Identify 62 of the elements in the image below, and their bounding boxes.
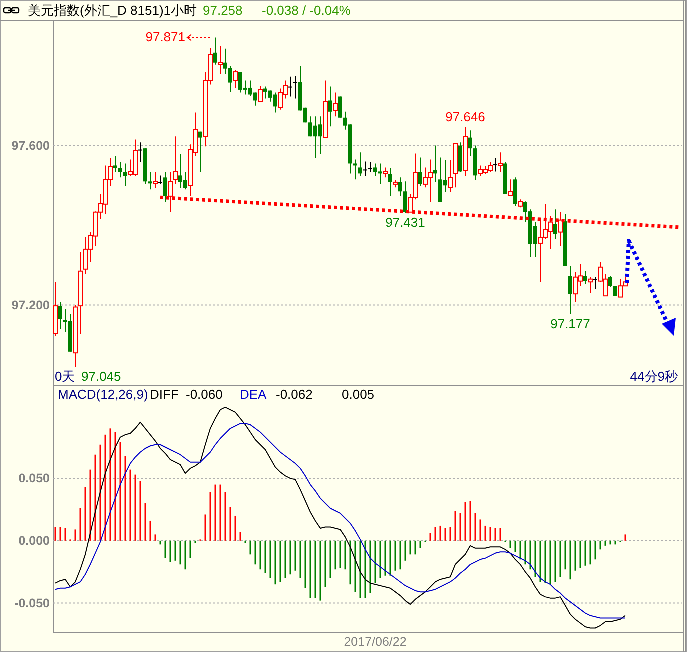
candlestick (288, 76, 292, 98)
annotation: 97.045 (82, 369, 122, 384)
candlestick (58, 302, 62, 330)
candlestick (118, 162, 122, 178)
candlestick (364, 161, 368, 177)
x-tick-label: 2017/06/22 (344, 635, 407, 649)
series-label: DEA (240, 387, 268, 402)
candlestick (148, 172, 152, 190)
annotation: 0天 (55, 369, 76, 384)
candlestick (388, 168, 392, 197)
annotation: -0.060 (186, 387, 223, 402)
series-label: DIFF (150, 387, 179, 402)
annotation: 97.871 (146, 30, 186, 45)
candlestick (584, 270, 588, 285)
candlestick (153, 172, 158, 189)
candlestick (398, 177, 402, 197)
chart-title: 美元指数(外汇_D 8151)1小时 (28, 3, 198, 18)
candlestick (418, 157, 422, 187)
candlestick (354, 159, 358, 180)
candlestick (158, 175, 162, 185)
y-tick-label: -0.050 (14, 596, 50, 610)
candlestick (138, 142, 142, 164)
annotation: 97.431 (386, 215, 426, 230)
annotation: 44分9秒 (630, 369, 678, 384)
y-tick-label: 97.200 (12, 298, 50, 312)
candlestick (448, 160, 453, 193)
candlestick (468, 130, 472, 158)
candlestick (494, 158, 498, 172)
candlestick (328, 86, 332, 128)
text: -0.038 / -0.04% (262, 3, 352, 18)
annotation: 0.005 (342, 387, 375, 402)
candlestick (124, 163, 128, 187)
candlestick (294, 76, 298, 100)
candlestick (594, 276, 598, 290)
candlestick (114, 156, 118, 173)
candlestick (258, 85, 263, 102)
candlestick (608, 276, 612, 288)
annotation: 97.177 (550, 316, 590, 332)
candlestick (383, 167, 388, 178)
candlestick (368, 162, 372, 173)
candlestick (218, 46, 223, 75)
candlestick (568, 266, 572, 315)
candlestick (404, 181, 408, 214)
candlestick (173, 136, 178, 185)
candlestick (554, 209, 558, 240)
candlestick (498, 152, 503, 173)
y-tick-label: 0.050 (18, 472, 50, 486)
chart-title: MACD(12,26,9) (58, 387, 148, 402)
candlestick (164, 172, 168, 203)
annotation: 97.646 (446, 109, 486, 124)
candlestick (198, 131, 202, 173)
annotation: -0.062 (276, 387, 313, 402)
candlestick (588, 276, 593, 294)
text: 97.258 (203, 3, 243, 18)
y-tick-label: 97.600 (12, 138, 50, 153)
candlestick (434, 145, 438, 183)
candlestick (233, 70, 238, 88)
y-tick-label: 0.000 (18, 534, 50, 548)
candlestick (214, 37, 218, 66)
candlestick (333, 92, 338, 118)
candlestick (508, 179, 513, 197)
candlestick (358, 152, 362, 177)
